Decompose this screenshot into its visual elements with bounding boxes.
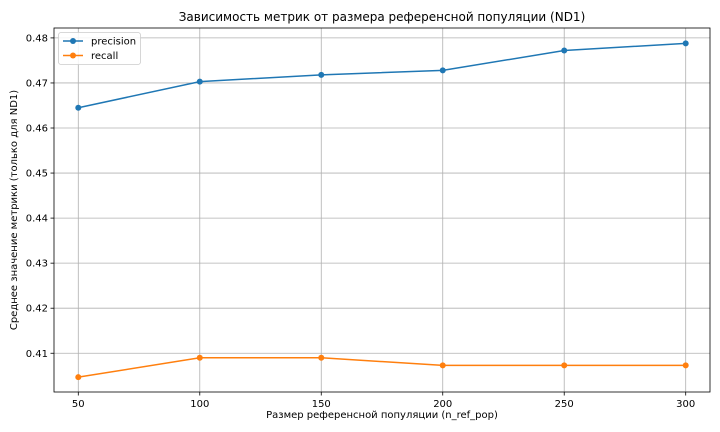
data-point-recall xyxy=(75,374,82,381)
plot-frame xyxy=(53,27,711,393)
data-point-recall xyxy=(196,354,203,361)
y-tick-label: 0.41 xyxy=(26,349,48,360)
data-point-recall xyxy=(439,362,446,369)
grid xyxy=(54,28,710,392)
y-tick-label: 0.48 xyxy=(26,33,48,44)
y-tick-label: 0.47 xyxy=(26,78,48,89)
data-point-precision xyxy=(75,104,82,111)
data-point-recall xyxy=(561,362,568,369)
data-point-precision xyxy=(561,47,568,54)
x-tick-label: 50 xyxy=(72,399,85,410)
legend-label-precision: precision xyxy=(91,37,136,48)
data-point-precision xyxy=(682,40,689,47)
series-line-precision xyxy=(78,42,686,109)
data-point-precision xyxy=(196,78,203,85)
legend: precision recall xyxy=(58,32,141,65)
y-axis: 0.41 0.42 0.43 0.44 0.45 0.46 0.47 0.48 xyxy=(26,33,54,360)
y-tick-label: 0.44 xyxy=(26,214,48,225)
series-line-recall xyxy=(78,357,686,378)
data-point-recall xyxy=(682,362,689,369)
chart-title: Зависимость метрик от размера референсно… xyxy=(179,10,586,24)
legend-swatch-marker xyxy=(70,38,76,44)
x-tick-label: 100 xyxy=(190,399,209,410)
series-group xyxy=(75,40,689,381)
y-tick-label: 0.46 xyxy=(26,124,48,135)
x-tick-label: 300 xyxy=(676,399,695,410)
legend-swatch-marker xyxy=(70,52,76,59)
x-axis: 50 100 150 200 250 300 xyxy=(72,392,695,410)
legend-label-recall: recall xyxy=(91,51,118,62)
y-tick-label: 0.42 xyxy=(26,304,48,315)
x-axis-label: Размер референсной популяции (n_ref_pop) xyxy=(266,410,498,421)
x-tick-label: 200 xyxy=(433,399,452,410)
x-tick-label: 150 xyxy=(312,399,331,410)
y-axis-label: Среднее значение метрики (только для ND1… xyxy=(9,90,20,330)
y-tick-label: 0.43 xyxy=(26,259,48,270)
data-point-recall xyxy=(318,354,325,361)
y-tick-label: 0.45 xyxy=(26,169,48,180)
data-point-precision xyxy=(318,71,325,78)
data-point-precision xyxy=(439,67,446,74)
x-tick-label: 250 xyxy=(555,399,574,410)
